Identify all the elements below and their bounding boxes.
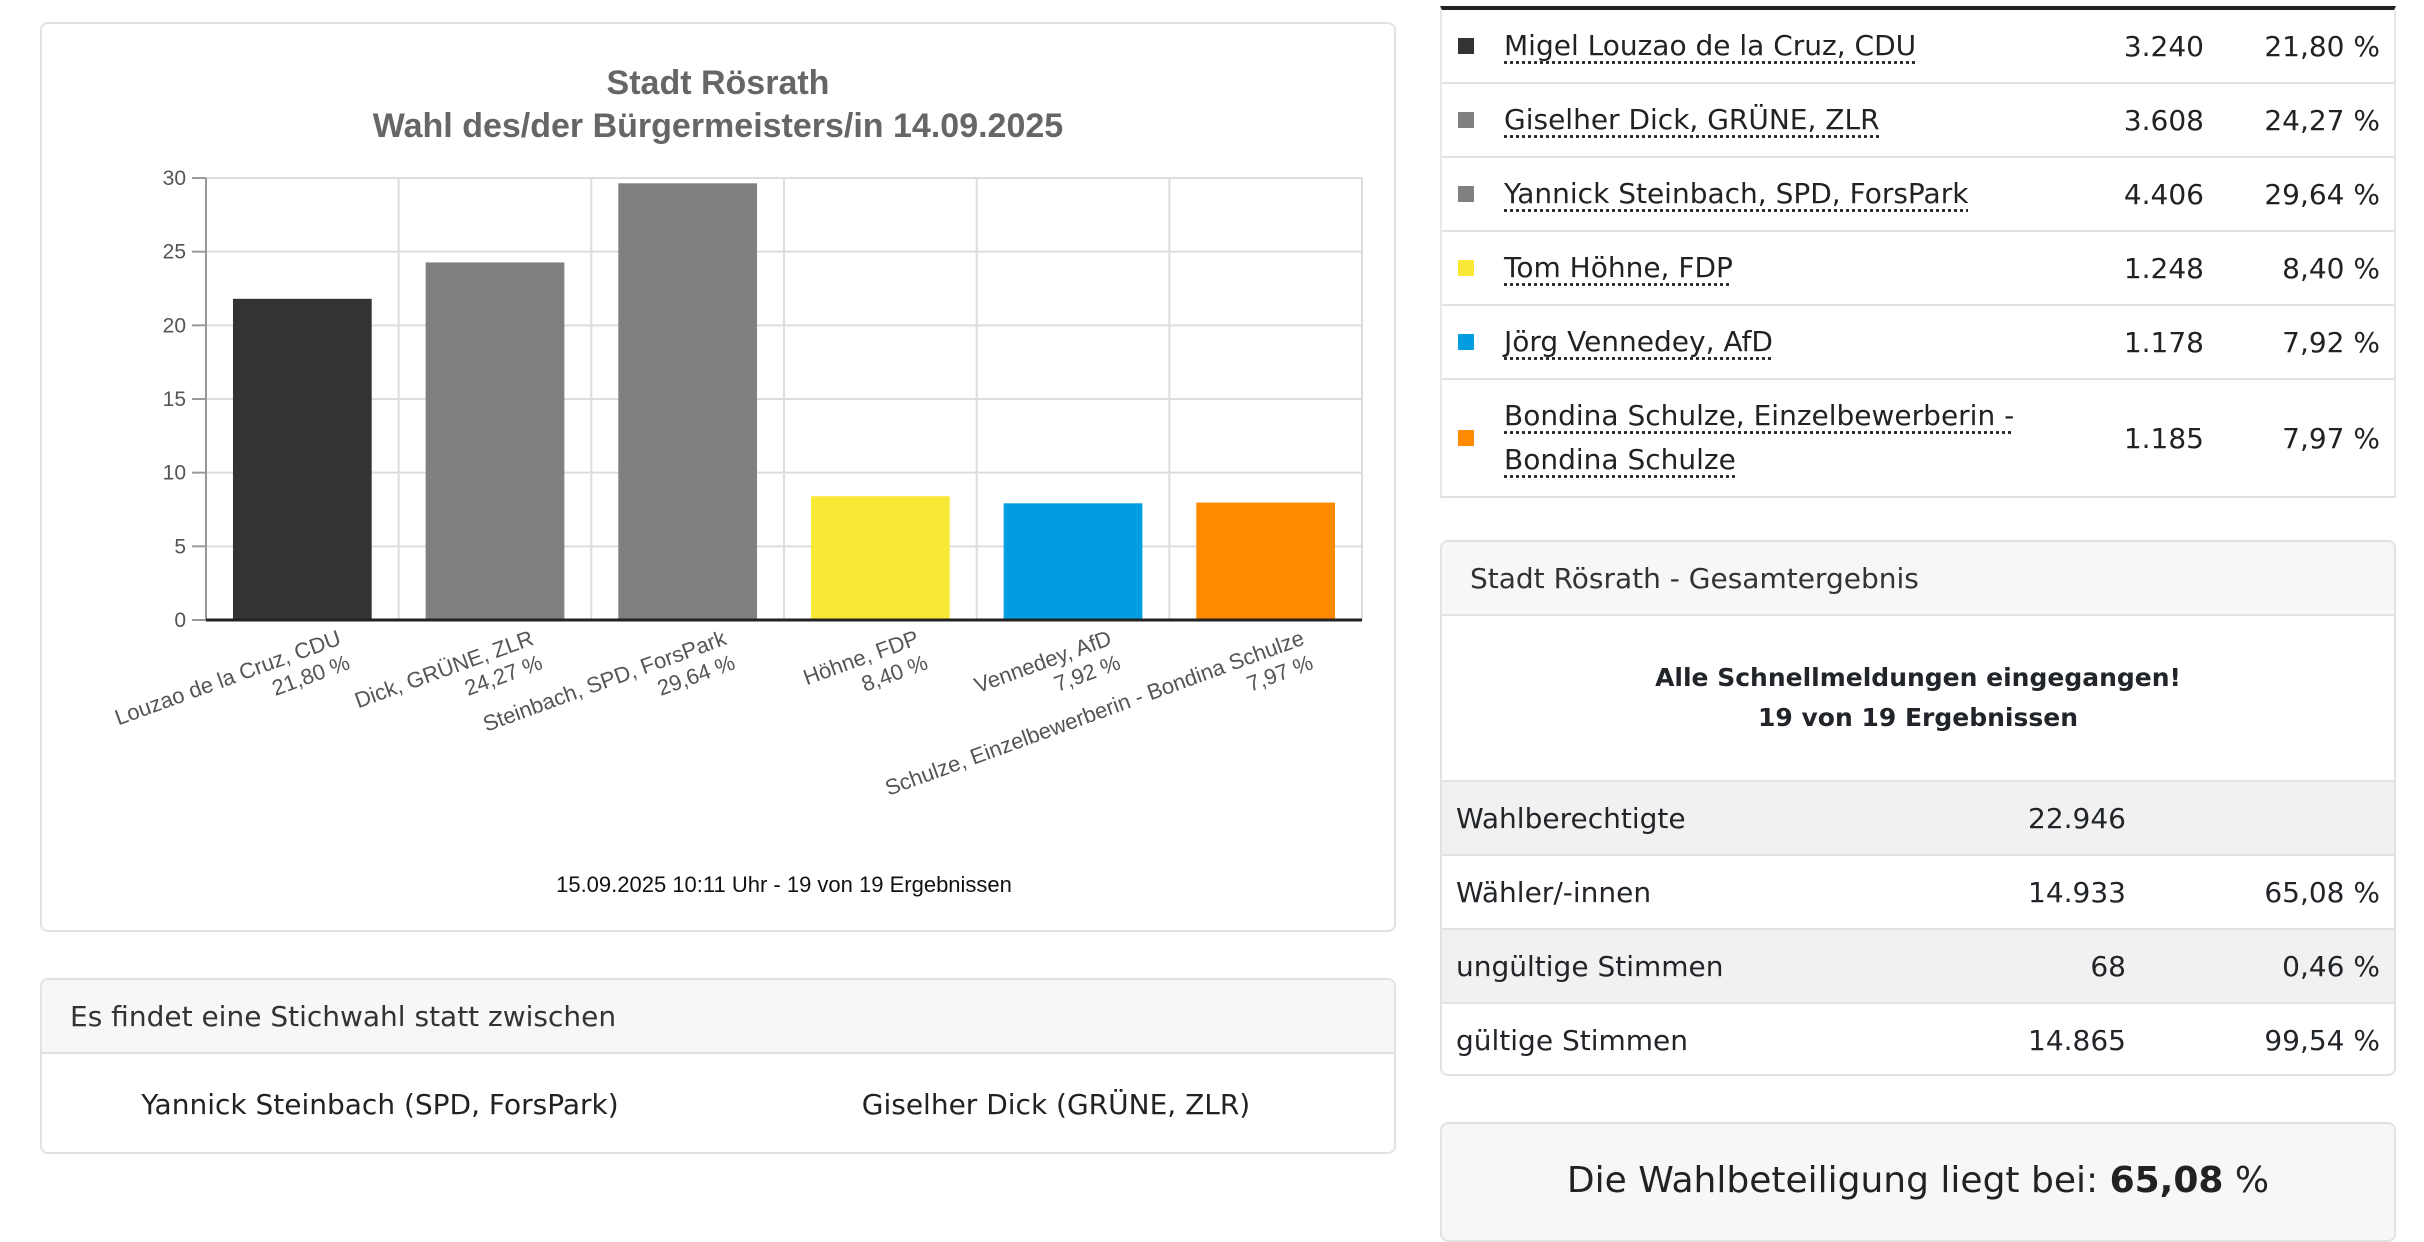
color-swatch xyxy=(1458,186,1474,202)
candidate-name-link[interactable]: Jörg Vennedey, AfD xyxy=(1504,320,2054,364)
candidate-name-link[interactable]: Giselher Dick, GRÜNE, ZLR xyxy=(1504,98,2054,142)
candidate-percent: 29,64 % xyxy=(2204,178,2394,211)
color-swatch xyxy=(1458,112,1474,128)
bar xyxy=(426,262,565,620)
stat-row-eligible: Wahlberechtigte 22.946 xyxy=(1442,780,2394,854)
stat-percent: 0,46 % xyxy=(2126,950,2394,983)
stat-value: 14.933 xyxy=(1976,876,2126,909)
y-tick-label: 30 xyxy=(163,167,186,190)
stat-row-valid: gültige Stimmen 14.865 99,54 % xyxy=(1442,1002,2394,1076)
y-tick-label: 10 xyxy=(163,462,186,485)
stat-label: Wähler/-innen xyxy=(1442,876,1976,909)
color-swatch xyxy=(1458,430,1474,446)
candidate-row: Bondina Schulze, Einzelbewerberin - Bond… xyxy=(1442,380,2394,496)
candidate-percent: 7,97 % xyxy=(2204,422,2394,455)
stat-label: gültige Stimmen xyxy=(1442,1024,1976,1057)
candidate-name-link[interactable]: Migel Louzao de la Cruz, CDU xyxy=(1504,24,2054,68)
runoff-candidate-a: Yannick Steinbach (SPD, ForsPark) xyxy=(42,1088,718,1121)
color-swatch xyxy=(1458,334,1474,350)
stat-row-voters: Wähler/-innen 14.933 65,08 % xyxy=(1442,854,2394,928)
bar xyxy=(1004,503,1143,620)
candidate-votes: 3.240 xyxy=(2054,30,2204,63)
total-header: Stadt Rösrath - Gesamtergebnis xyxy=(1442,542,2394,616)
stat-row-invalid: ungültige Stimmen 68 0,46 % xyxy=(1442,928,2394,1002)
chart-subtitle: Wahl des/der Bürgermeisters/in 14.09.202… xyxy=(373,107,1063,145)
candidate-name-link[interactable]: Tom Höhne, FDP xyxy=(1504,246,2054,290)
candidate-table: Migel Louzao de la Cruz, CDU 3.240 21,80… xyxy=(1440,6,2396,498)
stat-value: 14.865 xyxy=(1976,1024,2126,1057)
chart-card: Stadt Rösrath Wahl des/der Bürgermeister… xyxy=(40,22,1396,932)
chart-footer: 15.09.2025 10:11 Uhr - 19 von 19 Ergebni… xyxy=(556,872,1012,897)
candidate-votes: 1.248 xyxy=(2054,252,2204,285)
candidate-name-link[interactable]: Yannick Steinbach, SPD, ForsPark xyxy=(1504,172,2054,216)
stat-label: Wahlberechtigte xyxy=(1442,802,1976,835)
candidate-votes: 1.178 xyxy=(2054,326,2204,359)
color-swatch xyxy=(1458,260,1474,276)
chart-title: Stadt Rösrath xyxy=(607,64,830,102)
runoff-candidate-b: Giselher Dick (GRÜNE, ZLR) xyxy=(718,1088,1394,1121)
x-tick-label-group: Louzao de la Cruz, CDU21,80 % xyxy=(111,625,353,754)
candidate-name-line1: Bondina Schulze, Einzelbewerberin - xyxy=(1504,399,2014,432)
stat-percent: 99,54 % xyxy=(2126,1024,2394,1057)
color-swatch xyxy=(1458,38,1474,54)
candidate-row: Jörg Vennedey, AfD 1.178 7,92 % xyxy=(1442,306,2394,380)
turnout-value: 65,08 xyxy=(2110,1160,2224,1201)
stat-label: ungültige Stimmen xyxy=(1442,950,1976,983)
candidate-votes: 4.406 xyxy=(2054,178,2204,211)
candidate-row: Tom Höhne, FDP 1.248 8,40 % xyxy=(1442,232,2394,306)
stat-value: 68 xyxy=(1976,950,2126,983)
candidate-percent: 21,80 % xyxy=(2204,30,2394,63)
total-result-card: Stadt Rösrath - Gesamtergebnis Alle Schn… xyxy=(1440,540,2396,1076)
candidate-name-line2: Bondina Schulze xyxy=(1504,443,1736,476)
candidate-percent: 24,27 % xyxy=(2204,104,2394,137)
bar xyxy=(618,183,757,620)
runoff-header: Es findet eine Stichwahl statt zwischen xyxy=(42,980,1394,1054)
bar xyxy=(233,299,372,620)
turnout-text: Die Wahlbeteiligung liegt bei: 65,08 % xyxy=(1442,1124,2394,1201)
y-tick-label: 5 xyxy=(174,535,186,558)
candidate-percent: 7,92 % xyxy=(2204,326,2394,359)
stat-value: 22.946 xyxy=(1976,802,2126,835)
candidate-votes: 3.608 xyxy=(2054,104,2204,137)
runoff-card: Es findet eine Stichwahl statt zwischen … xyxy=(40,978,1396,1154)
bar xyxy=(1196,503,1335,620)
turnout-suffix: % xyxy=(2235,1160,2269,1201)
y-tick-label: 20 xyxy=(163,314,186,337)
status-summary: Alle Schnellmeldungen eingegangen! 19 vo… xyxy=(1442,616,2394,780)
candidate-row: Yannick Steinbach, SPD, ForsPark 4.406 2… xyxy=(1442,158,2394,232)
x-tick-label-group: Höhne, FDP8,40 % xyxy=(800,625,931,714)
turnout-prefix: Die Wahlbeteiligung liegt bei: xyxy=(1567,1160,2098,1201)
y-tick-label: 15 xyxy=(163,388,186,411)
y-tick-label: 25 xyxy=(163,241,186,264)
status-line2: 19 von 19 Ergebnissen xyxy=(1758,698,2078,738)
turnout-card: Die Wahlbeteiligung liegt bei: 65,08 % xyxy=(1440,1122,2396,1242)
bar-chart: Stadt Rösrath Wahl des/der Bürgermeister… xyxy=(42,24,1394,930)
candidate-name-link[interactable]: Bondina Schulze, Einzelbewerberin - Bond… xyxy=(1504,394,2054,482)
bar xyxy=(811,496,950,620)
candidate-votes: 1.185 xyxy=(2054,422,2204,455)
runoff-candidates: Yannick Steinbach (SPD, ForsPark) Giselh… xyxy=(42,1054,1394,1154)
y-tick-label: 0 xyxy=(174,609,186,632)
stat-percent: 65,08 % xyxy=(2126,876,2394,909)
candidate-row: Giselher Dick, GRÜNE, ZLR 3.608 24,27 % xyxy=(1442,84,2394,158)
status-line1: Alle Schnellmeldungen eingegangen! xyxy=(1655,658,2181,698)
candidate-row: Migel Louzao de la Cruz, CDU 3.240 21,80… xyxy=(1442,10,2394,84)
candidate-percent: 8,40 % xyxy=(2204,252,2394,285)
